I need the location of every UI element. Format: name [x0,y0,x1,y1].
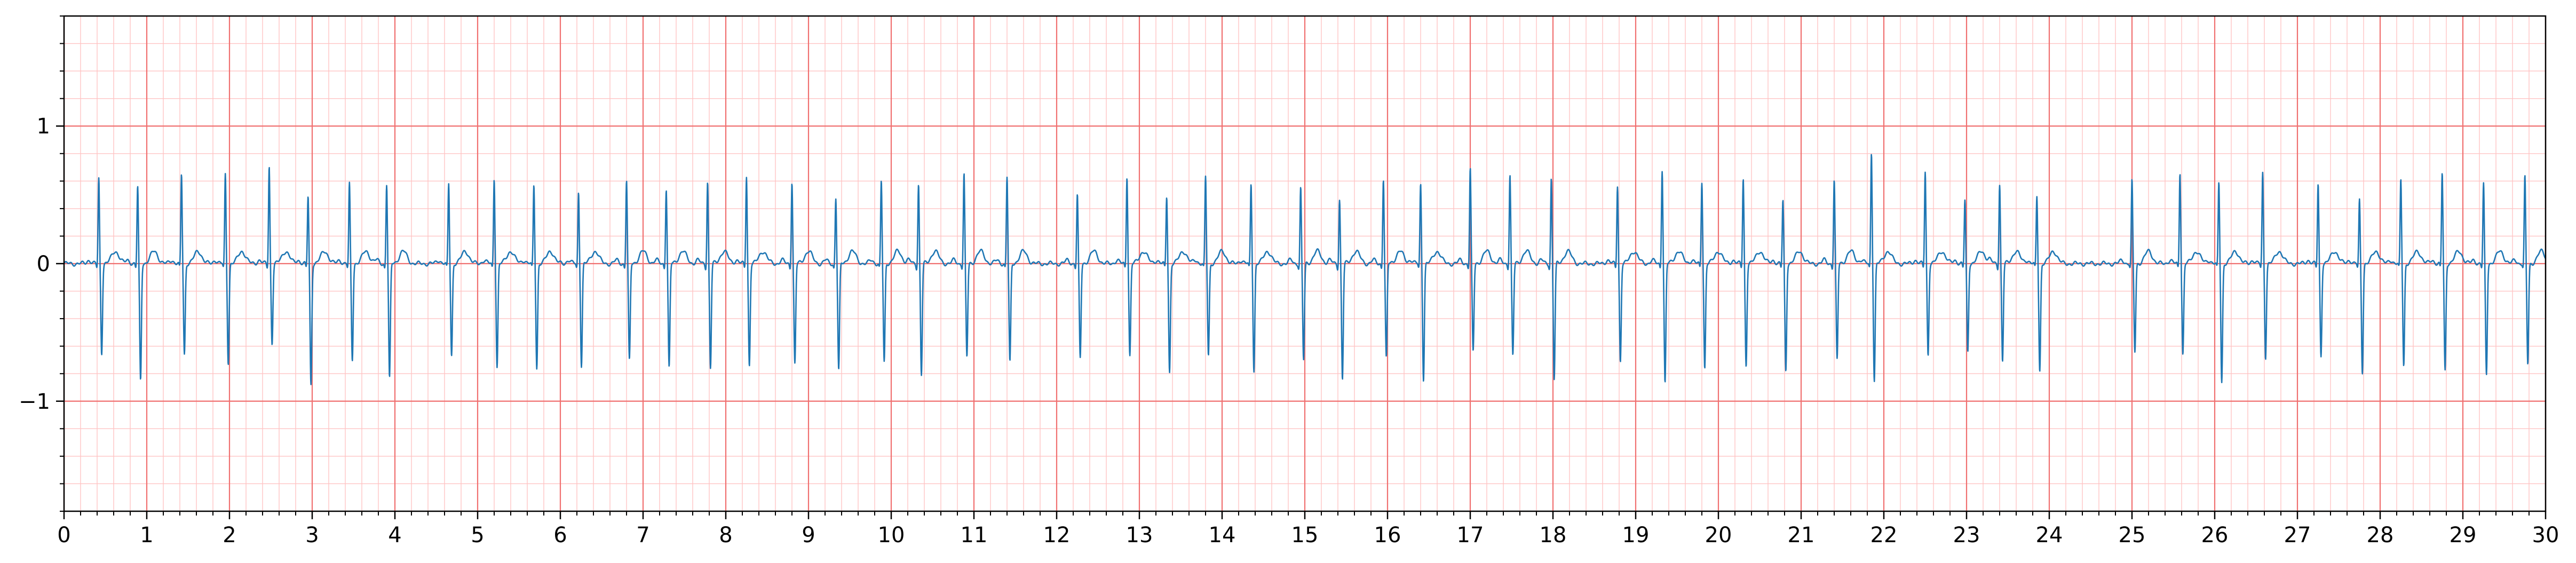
x-tick-label: 8 [719,523,732,548]
y-tick-label: 0 [37,252,50,276]
x-tick-label: 25 [2119,523,2146,548]
x-tick-label: 6 [553,523,567,548]
x-tick-label: 22 [1870,523,1898,548]
x-tick-label: 3 [305,523,319,548]
x-tick-label: 5 [471,523,484,548]
x-tick-label: 9 [802,523,815,548]
x-tick-label: 1 [140,523,153,548]
x-tick-label: 27 [2284,523,2311,548]
x-tick-label: 23 [1953,523,1980,548]
x-tick-label: 18 [1540,523,1567,548]
y-tick-label: −1 [19,390,50,414]
x-tick-label: 30 [2532,523,2559,548]
signal-layer [63,154,2546,385]
x-tick-label: 20 [1705,523,1732,548]
x-tick-label: 4 [388,523,401,548]
x-tick-label: 19 [1622,523,1650,548]
x-tick-label: 15 [1291,523,1319,548]
major-grid [63,16,2547,511]
y-axis-ticks: −1 0 1 [19,15,64,512]
x-tick-label: 13 [1126,523,1153,548]
x-axis-ticks: 0 1 2 3 4 5 6 7 8 9 10 11 12 13 14 15 16 17 18 19 20 21 22 23 24… [57,511,2559,548]
y-tick-label: 1 [37,114,50,139]
x-tick-label: 14 [1209,523,1236,548]
x-tick-label: 29 [2450,523,2477,548]
x-tick-label: 11 [961,523,988,548]
x-tick-label: 10 [878,523,905,548]
x-tick-label: 28 [2367,523,2394,548]
x-tick-label: 0 [57,523,70,548]
x-tick-label: 24 [2036,523,2063,548]
x-tick-label: 16 [1374,523,1401,548]
x-tick-label: 26 [2201,523,2229,548]
x-tick-label: 21 [1788,523,1815,548]
x-tick-label: 2 [223,523,236,548]
x-tick-label: 12 [1043,523,1071,548]
x-tick-label: 17 [1457,523,1484,548]
ecg-signal-line [63,154,2546,385]
x-tick-label: 7 [636,523,649,548]
